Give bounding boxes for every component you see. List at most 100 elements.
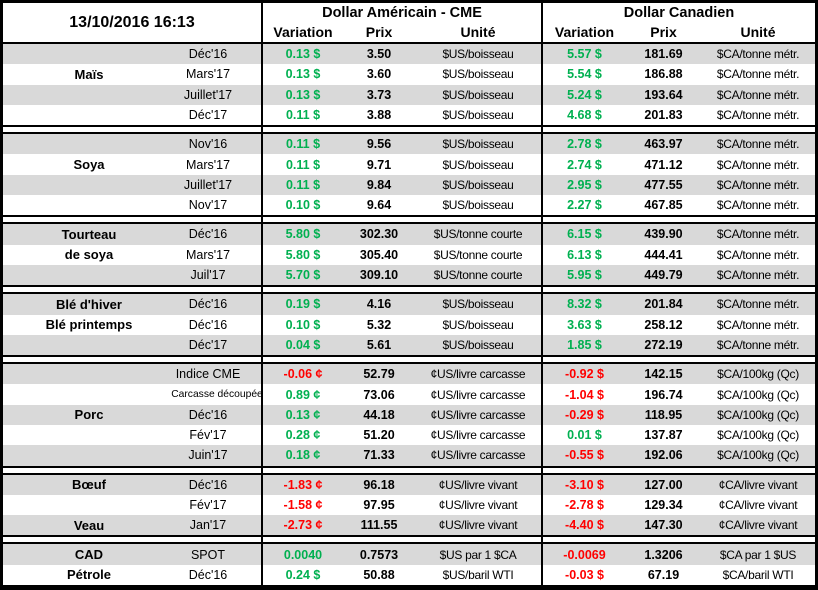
ca-variation-value: -0.92 $ [541, 364, 626, 385]
table-row: Porc Déc'16 0.13 ¢ 44.18 ¢US/livre carcasse -… [3, 404, 815, 425]
us-price-value: 302.30 [359, 227, 399, 242]
contract-term: Fév'17 [189, 428, 227, 443]
ca-variation-value: 4.68 $ [541, 104, 626, 126]
table-row: Fév'17 -1.58 ¢ 97.95 ¢US/livre vivant -2.78 … [3, 494, 815, 516]
us-unit-label: $US/boisseau [442, 157, 514, 172]
ca-unit-label: $CA par 1 $US [719, 547, 797, 562]
contract-term: Déc'16 [188, 47, 228, 62]
group-separator [3, 355, 815, 365]
ca-price-value: 444.41 [644, 247, 683, 262]
table-row: Blé printemps Déc'16 0.10 $ 5.32 $US/boissea… [3, 314, 815, 335]
us-price-value: 50.88 [363, 567, 395, 582]
ca-price-value: 449.79 [644, 268, 683, 283]
ca-price-value: 258.12 [644, 317, 683, 332]
ca-price-value: 439.90 [644, 227, 683, 242]
separator-segment [261, 357, 541, 363]
us-unite-header: Unité [460, 24, 496, 41]
ca-unit-label: $CA/tonne métr. [716, 247, 800, 262]
ca-price-value: 137.87 [644, 428, 683, 443]
separator-segment [261, 217, 541, 223]
ca-price-value: 201.84 [644, 297, 683, 312]
table-row: Veau Jan'17 -2.73 ¢ 111.55 ¢US/livre vivant -… [3, 515, 815, 536]
us-variation-value: 0.13 $ [261, 64, 343, 85]
separator-segment [3, 537, 261, 542]
us-subheader: Variation Prix Unité [263, 23, 541, 42]
commodity-group-ble: Blé d'hiver Déc'16 0.19 $ 4.16 $US/boisseau 8… [3, 294, 815, 356]
contract-term: Déc'17 [188, 108, 228, 123]
us-unit-label: $US/tonne courte [433, 268, 523, 283]
us-price-value: 96.18 [363, 477, 395, 492]
ca-unit-label: $CA/tonne métr. [716, 198, 800, 213]
ca-unit-label: $CA/tonne métr. [716, 47, 800, 62]
table-row: Nov'17 0.10 $ 9.64 $US/boisseau 2.27 $ 467.85… [3, 195, 815, 216]
us-price-value: 71.33 [363, 448, 395, 463]
commodity-label: Bœuf [72, 477, 106, 493]
ca-variation-value: 3.63 $ [541, 314, 626, 335]
contract-term: Nov'16 [188, 137, 228, 152]
us-unit-label: $US/boisseau [442, 137, 514, 152]
us-unit-label: $US/boisseau [442, 177, 514, 192]
separator-segment [541, 467, 815, 473]
contract-term: Mars'17 [185, 67, 231, 82]
ca-price-value: 477.55 [644, 177, 683, 192]
contract-term: Indice CME [175, 367, 241, 382]
contract-term: Juil'17 [190, 268, 226, 283]
ca-price-value: 471.12 [644, 157, 683, 172]
us-variation-value: 0.0040 [261, 544, 343, 565]
us-price-value: 52.79 [363, 367, 395, 382]
ca-unit-label: $CA/tonne métr. [716, 108, 800, 123]
ca-variation-value: 5.95 $ [541, 264, 626, 286]
ca-unit-label: $CA/100kg (Qc) [717, 387, 799, 402]
ca-prix-header: Prix [650, 24, 677, 41]
table-body: Déc'16 0.13 $ 3.50 $US/boisseau 5.57 $ 181.69… [3, 44, 815, 586]
table-row: Maïs Mars'17 0.13 $ 3.60 $US/boisseau 5.54 $ 1… [3, 64, 815, 85]
contract-term: Mars'17 [185, 247, 231, 262]
separator-segment [541, 127, 815, 133]
us-variation-value: 0.11 $ [261, 104, 343, 126]
us-unit-label: ¢US/livre carcasse [430, 387, 526, 402]
us-price-value: 3.73 [366, 87, 392, 102]
us-variation-value: 0.19 $ [261, 294, 343, 315]
ca-unit-label: $CA/tonne métr. [716, 87, 800, 102]
us-price-value: 0.7573 [359, 547, 399, 562]
ca-unit-label: $CA/tonne métr. [716, 317, 800, 332]
ca-variation-value: 1.85 $ [541, 334, 626, 356]
us-price-value: 9.84 [366, 177, 392, 192]
us-unit-label: ¢US/livre carcasse [430, 367, 526, 382]
contract-term: Déc'16 [188, 407, 228, 422]
ca-unite-header: Unité [740, 24, 776, 41]
ca-unit-label: ¢CA/livre vivant [718, 477, 798, 492]
table-row: CAD SPOT 0.0040 0.7573 $US par 1 $CA -0.0069 1… [3, 544, 815, 565]
ca-unit-label: $CA/tonne métr. [716, 268, 800, 283]
ca-variation-value: 2.95 $ [541, 174, 626, 196]
contract-term: Juillet'17 [183, 87, 233, 102]
separator-segment [261, 537, 541, 543]
ca-variation-value: -1.04 $ [541, 384, 626, 405]
ca-unit-label: $CA/100kg (Qc) [717, 367, 799, 382]
table-header: 13/10/2016 16:13 Dollar Américain - CME … [3, 3, 815, 44]
separator-segment [541, 357, 815, 363]
us-variation-value: 0.24 $ [261, 564, 343, 586]
us-variation-value: -0.06 ¢ [261, 364, 343, 385]
us-price-value: 3.50 [366, 47, 392, 62]
us-variation-value: 5.70 $ [261, 264, 343, 286]
ca-variation-value: 5.54 $ [541, 64, 626, 85]
ca-price-value: 142.15 [644, 367, 683, 382]
ca-price-value: 272.19 [644, 337, 683, 352]
us-dollar-section-header: Dollar Américain - CME Variation Prix Un… [261, 3, 541, 42]
ca-unit-label: ¢CA/livre vivant [718, 518, 798, 533]
table-row: Indice CME -0.06 ¢ 52.79 ¢US/livre carcasse… [3, 364, 815, 385]
ca-price-value: 467.85 [644, 198, 683, 213]
us-unit-label: ¢US/livre vivant [438, 477, 518, 492]
table-row: de soya Mars'17 5.80 $ 305.40 $US/tonne cour… [3, 244, 815, 265]
table-row: Juil'17 5.70 $ 309.10 $US/tonne courte 5.95 … [3, 264, 815, 286]
us-variation-value: 0.13 $ [261, 84, 343, 105]
us-variation-value: 0.11 $ [261, 154, 343, 175]
separator-segment [3, 217, 261, 222]
us-unit-label: $US par 1 $CA [439, 547, 517, 562]
ca-price-value: 201.83 [644, 108, 683, 123]
ca-price-value: 192.06 [644, 448, 683, 463]
us-price-value: 73.06 [363, 387, 395, 402]
ca-variation-value: -2.78 $ [541, 494, 626, 516]
